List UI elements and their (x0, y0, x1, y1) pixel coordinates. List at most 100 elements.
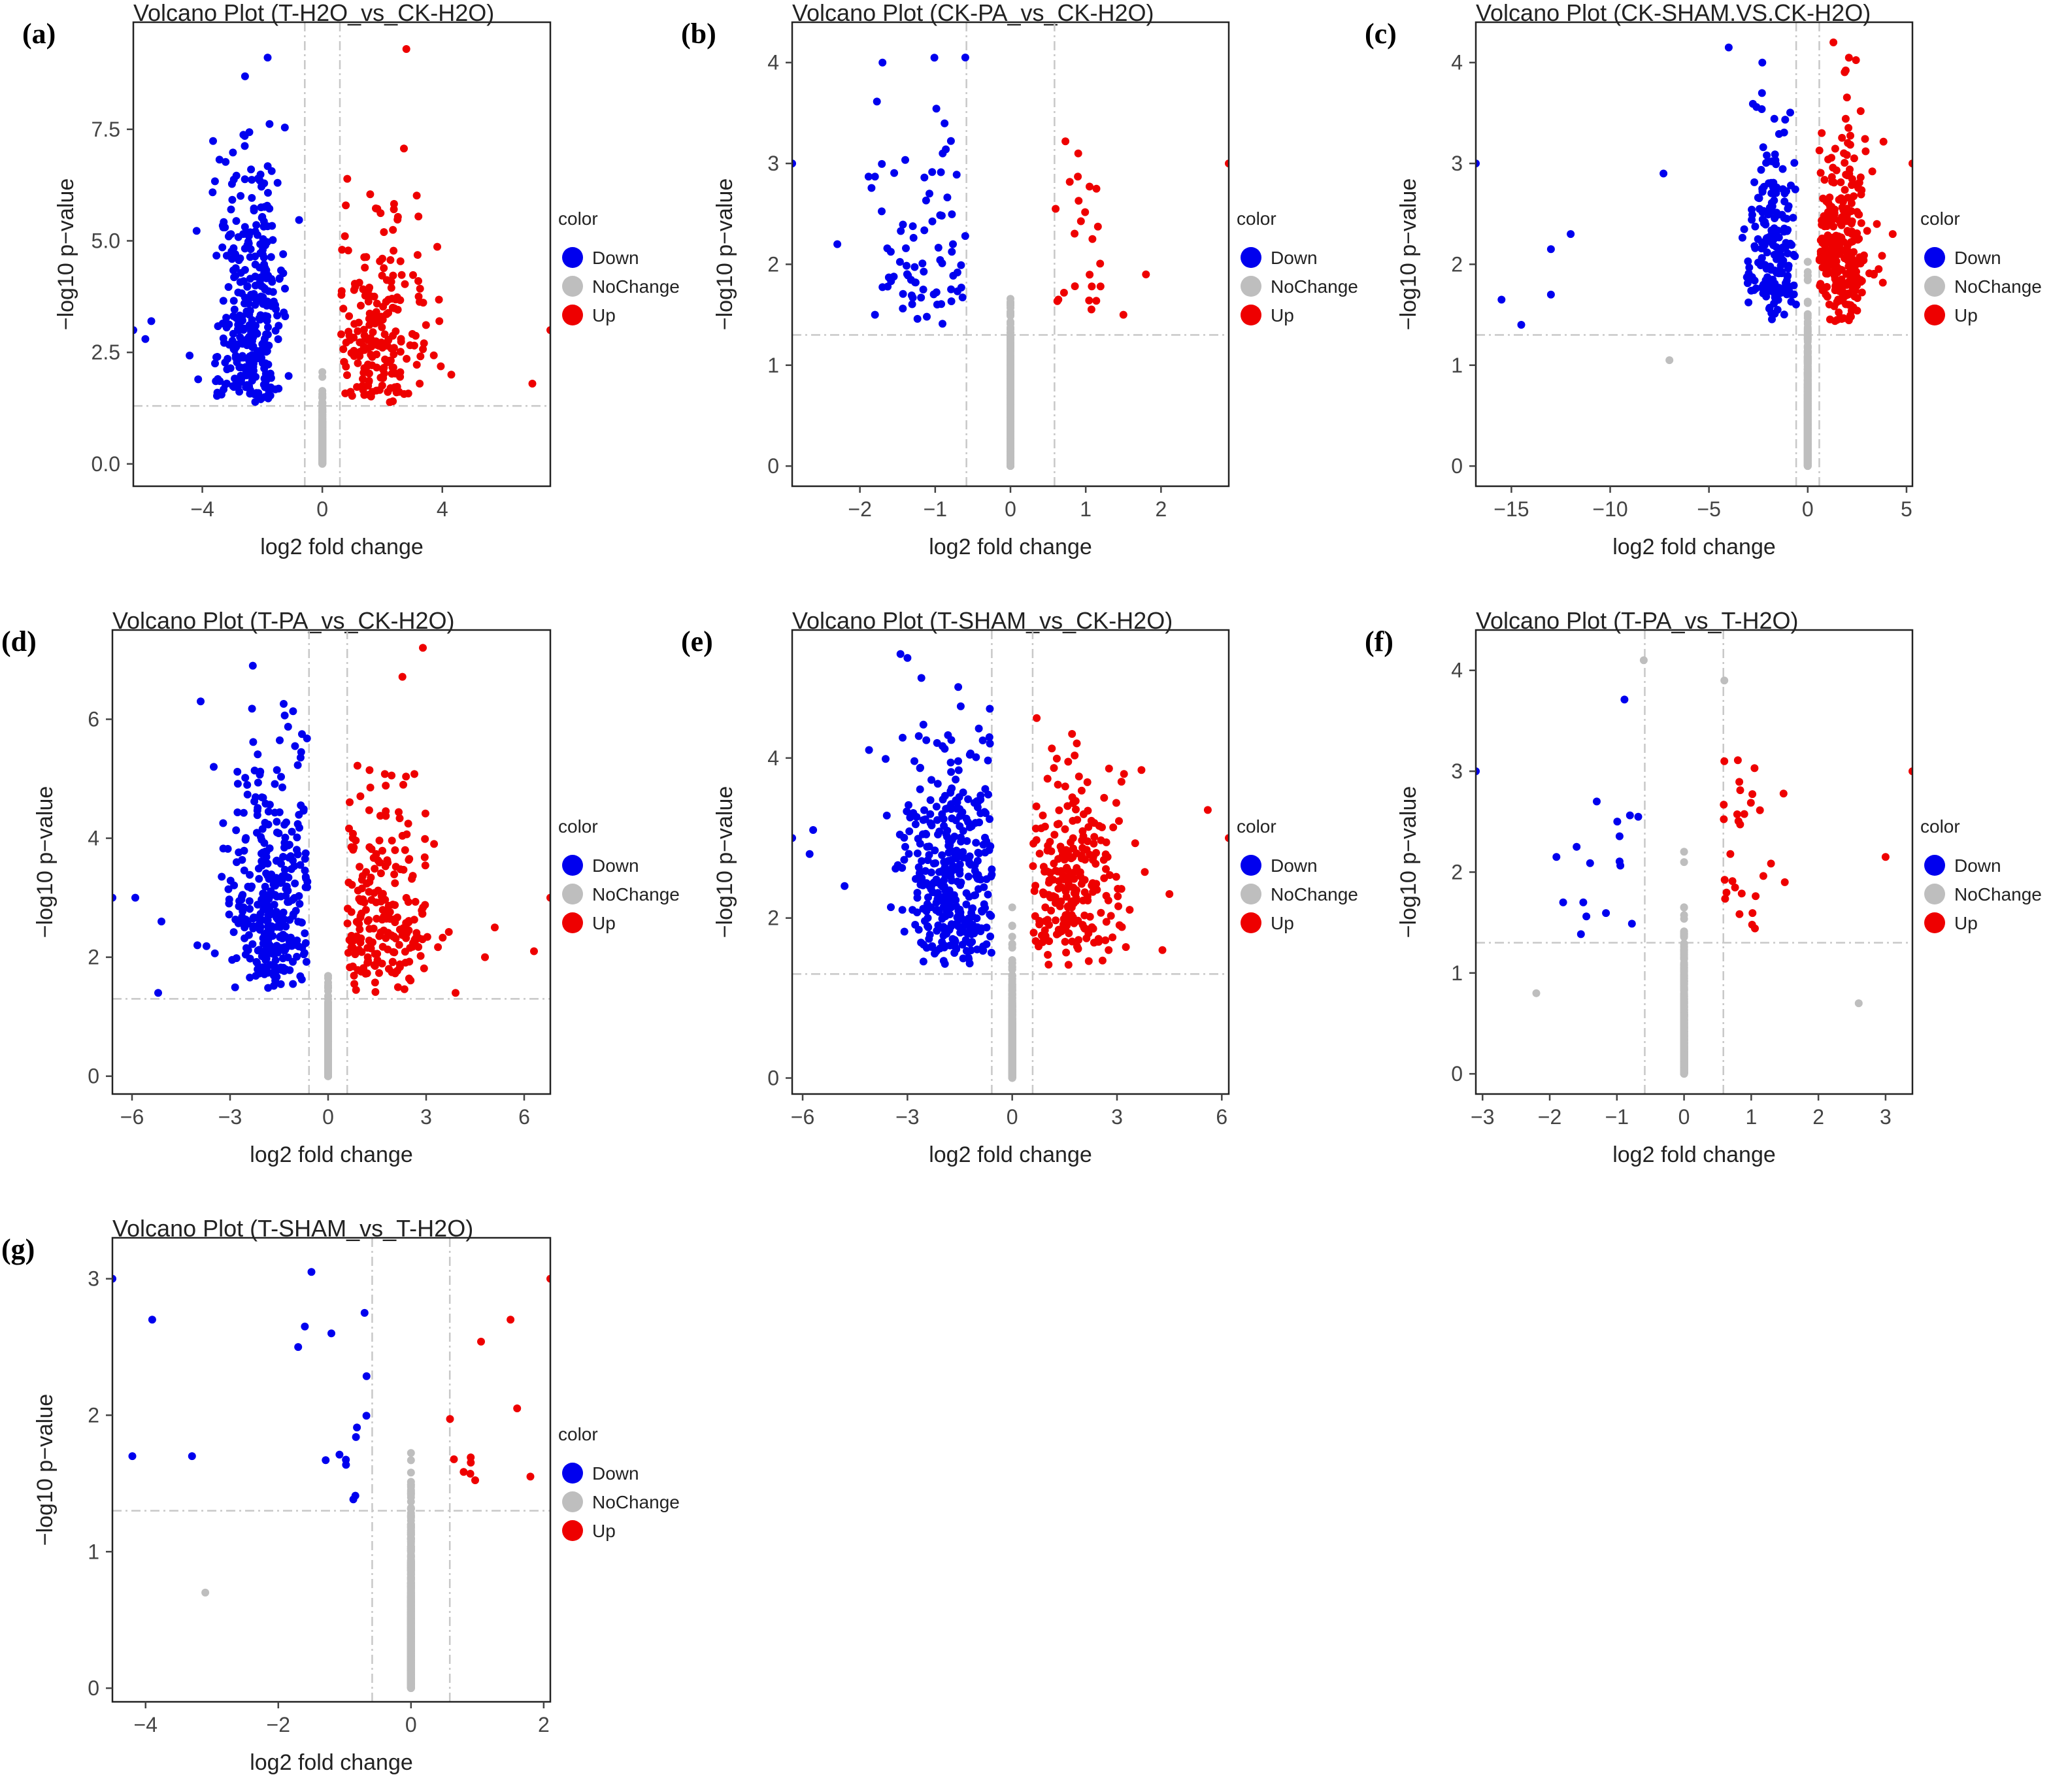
point-down (273, 948, 282, 957)
point-down (264, 984, 273, 992)
point-up (1847, 254, 1856, 262)
point-down (268, 278, 276, 286)
point-up (377, 312, 386, 321)
point-down (899, 290, 907, 298)
y-axis-label: −log10 p−value (1396, 178, 1421, 331)
point-down (293, 833, 301, 842)
point-down (246, 904, 254, 913)
point-down (263, 922, 272, 931)
point-down (229, 928, 238, 937)
point-up (386, 398, 394, 407)
point-up (396, 348, 405, 356)
point-down (208, 188, 217, 197)
point-up (401, 846, 409, 854)
legend-label-down: Down (592, 855, 639, 876)
point-down (1517, 321, 1526, 329)
point-down (301, 867, 309, 874)
point-down (1476, 159, 1480, 168)
point-up (1888, 230, 1897, 239)
point-down (1758, 188, 1767, 196)
point-down (1763, 273, 1772, 282)
point-down (238, 855, 246, 864)
point-down (219, 819, 227, 827)
point-nochange (1007, 325, 1014, 333)
point-down (232, 954, 241, 963)
point-up (390, 933, 398, 940)
point-down (265, 844, 274, 852)
point-up (1841, 186, 1849, 194)
y-tick-label: 2.5 (92, 340, 120, 364)
point-up (401, 959, 410, 967)
point-down (222, 314, 231, 322)
point-down (243, 282, 252, 291)
point-down (301, 929, 309, 937)
y-axis-label: −log10 p−value (54, 178, 78, 331)
point-down (262, 853, 271, 861)
point-down (293, 850, 302, 859)
y-tick-label: 1 (1451, 354, 1463, 377)
point-down (301, 855, 309, 863)
point-down (280, 308, 288, 317)
point-up (354, 318, 363, 327)
point-down (302, 957, 310, 966)
point-down (227, 205, 235, 214)
point-up (365, 369, 373, 378)
point-down (275, 808, 284, 816)
legend-label-down: Down (1271, 248, 1318, 268)
legend-swatch-up (1241, 305, 1261, 325)
point-down (246, 973, 254, 982)
point-up (1845, 170, 1854, 178)
legend-swatch-up (562, 305, 583, 325)
point-down (932, 105, 941, 113)
point-down (112, 893, 116, 902)
point-up (378, 381, 386, 390)
point-down (936, 211, 944, 220)
point-nochange (1007, 308, 1014, 316)
point-nochange (324, 981, 332, 989)
point-down (280, 124, 289, 132)
y-tick-label: 6 (88, 708, 99, 731)
point-up (1869, 271, 1878, 279)
point-up (378, 916, 386, 924)
point-down (246, 322, 255, 331)
point-down (253, 329, 261, 338)
point-down (265, 801, 274, 809)
x-tick-label: −3 (218, 1105, 242, 1129)
point-down (235, 256, 243, 265)
point-down (886, 248, 895, 256)
point-down (903, 270, 911, 278)
point-down (1497, 295, 1506, 304)
point-down (953, 268, 961, 276)
point-up (378, 942, 387, 951)
point-up (1825, 300, 1833, 308)
point-down (933, 301, 941, 308)
point-up (416, 380, 424, 388)
point-up (1837, 275, 1846, 284)
point-down (194, 375, 203, 384)
point-down (254, 946, 262, 955)
point-down (243, 790, 252, 799)
point-down (253, 959, 261, 967)
point-down (961, 232, 969, 241)
point-up (389, 271, 397, 280)
point-down (232, 217, 241, 225)
point-down (231, 250, 239, 258)
point-up (390, 205, 398, 214)
point-up (1061, 137, 1070, 146)
x-tick-label: 5 (1901, 497, 1912, 521)
point-up (363, 880, 371, 888)
point-down (227, 230, 235, 239)
point-down (226, 876, 235, 885)
point-up (405, 974, 413, 983)
point-up (342, 201, 350, 210)
point-down (923, 312, 931, 321)
point-down (943, 193, 952, 202)
point-up (337, 330, 345, 339)
point-up (1119, 310, 1127, 319)
point-down (939, 320, 946, 328)
point-down (289, 980, 297, 988)
point-down (911, 278, 920, 287)
point-up (1853, 208, 1861, 216)
point-up (419, 299, 427, 307)
